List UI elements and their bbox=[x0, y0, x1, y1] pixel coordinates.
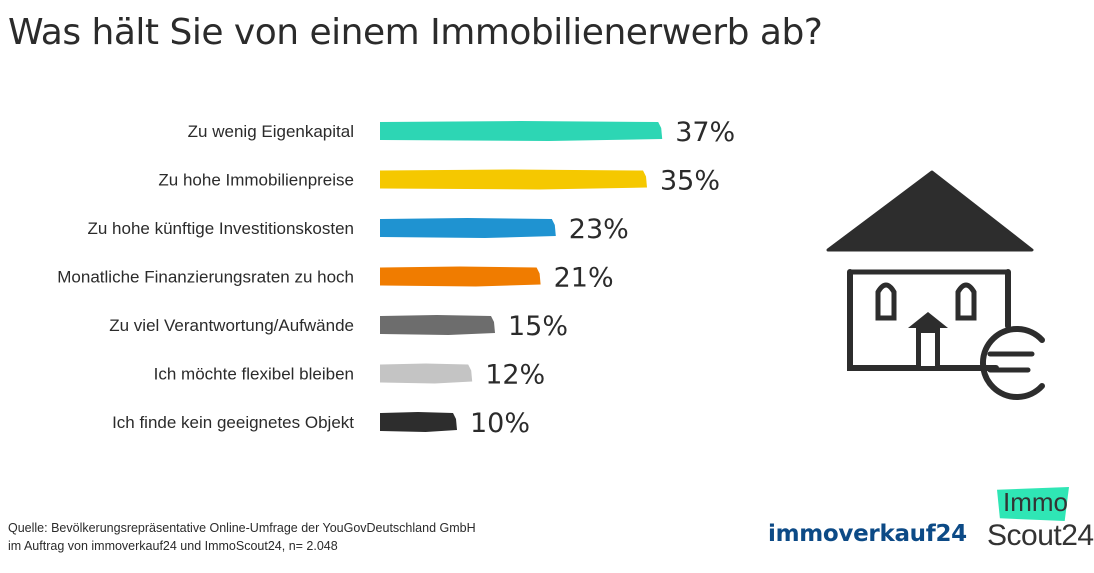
source-line-1: Quelle: Bevölkerungsrepräsentative Onlin… bbox=[8, 521, 476, 535]
bar bbox=[380, 363, 473, 384]
category-label: Zu hohe künftige Investitionskosten bbox=[88, 219, 355, 238]
immoscout24-logo-immo: Immo bbox=[1003, 487, 1068, 517]
immoscout24-logo-tag bbox=[997, 487, 1069, 521]
value-label: 10% bbox=[470, 408, 530, 439]
value-label: 23% bbox=[569, 214, 629, 245]
bar bbox=[380, 266, 541, 287]
value-label: 37% bbox=[675, 117, 735, 148]
bar bbox=[380, 315, 495, 335]
source-note: Quelle: Bevölkerungsrepräsentative Onlin… bbox=[8, 519, 476, 555]
value-label: 35% bbox=[660, 166, 720, 197]
value-label: 21% bbox=[554, 263, 614, 294]
bar bbox=[380, 218, 556, 238]
immoscout24-logo: Immo Scout24 bbox=[985, 485, 1094, 555]
category-label: Ich möchte flexibel bleiben bbox=[154, 365, 354, 384]
source-line-2: im Auftrag von immoverkauf24 und ImmoSco… bbox=[8, 539, 338, 553]
category-label: Monatliche Finanzierungsraten zu hoch bbox=[57, 268, 354, 287]
category-label: Zu hohe Immobilienpreise bbox=[158, 171, 354, 190]
chart-title: Was hält Sie von einem Immobilienerwerb … bbox=[8, 12, 823, 53]
value-label: 15% bbox=[508, 311, 568, 342]
house-euro-icon bbox=[826, 170, 1045, 400]
bar bbox=[380, 121, 663, 141]
immoverkauf24-logo: immoverkauf24 bbox=[768, 521, 967, 547]
category-label: Zu wenig Eigenkapital bbox=[188, 122, 354, 141]
immoscout24-logo-scout: Scout24 bbox=[987, 519, 1094, 552]
bar bbox=[380, 412, 457, 432]
category-label: Zu viel Verantwortung/Aufwände bbox=[109, 316, 354, 335]
bar bbox=[380, 169, 647, 190]
category-label: Ich finde kein geeignetes Objekt bbox=[112, 413, 354, 432]
value-label: 12% bbox=[485, 360, 545, 391]
